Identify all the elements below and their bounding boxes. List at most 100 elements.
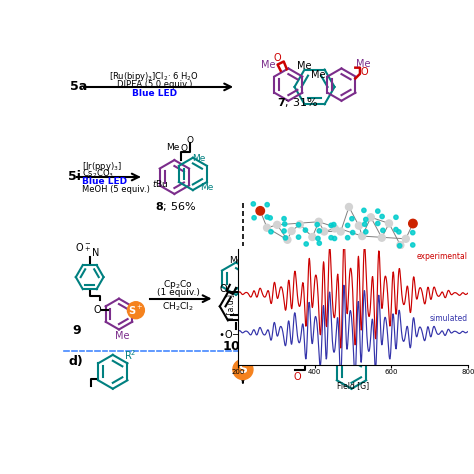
- Text: Blue LED: Blue LED: [132, 89, 177, 98]
- Circle shape: [282, 217, 286, 221]
- Text: Cp$_2$Co: Cp$_2$Co: [164, 278, 193, 292]
- Text: Me: Me: [261, 60, 275, 70]
- Text: R$^2$: R$^2$: [124, 348, 136, 362]
- Circle shape: [362, 208, 366, 212]
- Circle shape: [397, 230, 401, 234]
- Text: [Ir(ppy)$_3$]: [Ir(ppy)$_3$]: [82, 160, 122, 173]
- Circle shape: [385, 220, 392, 227]
- Text: O: O: [220, 284, 228, 294]
- Circle shape: [265, 202, 269, 207]
- Circle shape: [257, 207, 264, 214]
- Text: 5i: 5i: [68, 171, 81, 183]
- Circle shape: [315, 219, 322, 225]
- Text: $\mathbf{9}$: $\mathbf{9}$: [73, 325, 82, 337]
- Circle shape: [264, 224, 271, 231]
- Text: $\bullet$O$-$N: $\bullet$O$-$N: [218, 328, 248, 340]
- Circle shape: [375, 209, 380, 213]
- Circle shape: [233, 359, 253, 380]
- Circle shape: [317, 229, 321, 233]
- Circle shape: [284, 237, 291, 243]
- Circle shape: [359, 233, 365, 239]
- Circle shape: [288, 228, 295, 235]
- Text: $\mathbf{10}$: $\mathbf{10}$: [222, 340, 241, 353]
- Text: Me: Me: [297, 61, 311, 71]
- Text: X-ray of $\mathbf{7}$: X-ray of $\mathbf{7}$: [308, 257, 360, 271]
- Circle shape: [273, 221, 281, 228]
- Text: Me: Me: [229, 255, 243, 264]
- Circle shape: [251, 202, 255, 206]
- Circle shape: [296, 223, 301, 227]
- Circle shape: [397, 242, 404, 248]
- Circle shape: [296, 221, 303, 228]
- Circle shape: [410, 243, 415, 247]
- Text: Me: Me: [115, 331, 129, 341]
- Text: O: O: [361, 67, 368, 77]
- Circle shape: [252, 216, 256, 220]
- Text: CH$_2$Cl$_2$: CH$_2$Cl$_2$: [163, 300, 194, 313]
- Text: $^+$N: $^+$N: [82, 246, 100, 259]
- Circle shape: [269, 229, 273, 234]
- Circle shape: [128, 302, 145, 319]
- Text: simulated: simulated: [430, 314, 468, 323]
- Text: O$^-$: O$^-$: [75, 241, 91, 253]
- Circle shape: [410, 220, 416, 227]
- Text: Me: Me: [356, 59, 370, 69]
- Text: $\mathbf{7}$; 31%: $\mathbf{7}$; 31%: [277, 96, 318, 109]
- Text: O: O: [294, 372, 301, 382]
- Circle shape: [381, 228, 385, 233]
- Text: Me: Me: [192, 154, 206, 163]
- Circle shape: [394, 228, 398, 232]
- Circle shape: [356, 222, 362, 229]
- Circle shape: [329, 236, 333, 240]
- Circle shape: [283, 236, 288, 240]
- Text: Blue LED: Blue LED: [82, 177, 127, 186]
- Circle shape: [332, 222, 336, 227]
- Text: (1 equiv.): (1 equiv.): [157, 288, 200, 297]
- Circle shape: [364, 229, 368, 234]
- Text: $\mathbf{8}$; 56%: $\mathbf{8}$; 56%: [155, 200, 197, 213]
- Circle shape: [256, 207, 264, 215]
- Circle shape: [346, 223, 350, 228]
- Text: experimental: experimental: [417, 252, 468, 261]
- Circle shape: [296, 235, 301, 239]
- Circle shape: [315, 222, 319, 227]
- Text: S: S: [238, 363, 247, 376]
- Circle shape: [304, 242, 309, 246]
- Circle shape: [364, 218, 368, 222]
- X-axis label: Field [G]: Field [G]: [337, 381, 369, 390]
- Circle shape: [394, 215, 398, 219]
- Circle shape: [317, 241, 321, 246]
- Circle shape: [282, 229, 286, 233]
- Circle shape: [409, 219, 417, 228]
- Circle shape: [316, 237, 320, 241]
- Text: Me: Me: [200, 183, 213, 192]
- Circle shape: [375, 221, 380, 226]
- Text: Cs$_2$CO$_3$: Cs$_2$CO$_3$: [82, 168, 114, 180]
- Circle shape: [321, 228, 328, 235]
- Text: d): d): [68, 356, 83, 368]
- Text: R$^2$: R$^2$: [364, 348, 376, 362]
- Circle shape: [350, 217, 354, 221]
- Circle shape: [380, 214, 384, 219]
- Circle shape: [367, 214, 374, 221]
- Circle shape: [268, 216, 273, 220]
- Circle shape: [402, 235, 409, 242]
- Text: O: O: [274, 53, 282, 63]
- Circle shape: [331, 225, 338, 232]
- Text: O: O: [186, 137, 193, 146]
- Circle shape: [283, 222, 287, 226]
- Text: Me: Me: [311, 70, 326, 81]
- Circle shape: [410, 230, 415, 235]
- Circle shape: [346, 203, 353, 210]
- Text: MeOH (5 equiv.): MeOH (5 equiv.): [82, 185, 150, 194]
- Text: O: O: [181, 144, 188, 153]
- Circle shape: [363, 222, 367, 227]
- Text: Me: Me: [166, 143, 180, 152]
- Y-axis label: I [a.u.]: I [a.u.]: [226, 294, 235, 319]
- Circle shape: [332, 237, 337, 241]
- Circle shape: [337, 228, 344, 235]
- Circle shape: [398, 244, 402, 248]
- Text: $t$Bu: $t$Bu: [152, 178, 169, 189]
- Circle shape: [329, 223, 333, 228]
- Text: 5a: 5a: [70, 81, 87, 93]
